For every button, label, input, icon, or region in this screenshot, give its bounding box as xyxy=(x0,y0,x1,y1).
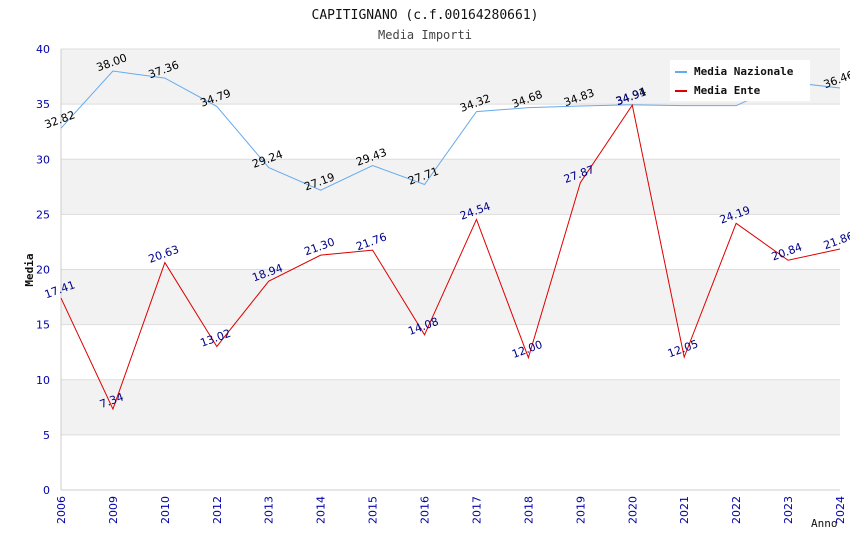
chart-title: CAPITIGNANO (c.f.00164280661) xyxy=(312,8,539,23)
x-tick-label: 2009 xyxy=(107,496,120,524)
x-tick-label: 2012 xyxy=(211,496,224,524)
x-tick-label: 2014 xyxy=(315,496,328,524)
series-line-media-nazionale xyxy=(60,70,841,191)
x-tick-label: 2020 xyxy=(626,496,639,524)
y-axis-ticks: 0 5 10 15 20 25 30 35 40 xyxy=(36,43,50,497)
x-tick-label: 2018 xyxy=(522,496,535,524)
x-tick-label: 2023 xyxy=(782,496,795,524)
grid-band xyxy=(61,379,840,435)
y-tick-label: 40 xyxy=(36,43,50,56)
legend-label-media-ente: Media Ente xyxy=(694,84,761,97)
grid-band xyxy=(61,269,840,325)
y-tick-label: 35 xyxy=(36,98,50,111)
y-tick-label: 25 xyxy=(36,208,50,221)
grid-bands xyxy=(60,48,840,491)
x-axis-label: Anno xyxy=(811,517,838,530)
y-tick-label: 30 xyxy=(36,153,50,166)
x-tick-label: 2019 xyxy=(574,496,587,524)
x-axis-ticks: 2006 2009 2010 2012 2013 2014 2015 2016 2017 2018… xyxy=(55,496,847,524)
legend: Media Nazionale Media Ente xyxy=(670,60,810,101)
grid-band xyxy=(61,214,840,270)
grid-band xyxy=(61,159,840,215)
x-tick-label: 2013 xyxy=(263,496,276,524)
x-tick-label: 2006 xyxy=(55,496,68,524)
x-tick-label: 2015 xyxy=(367,496,380,524)
legend-label-media-nazionale: Media Nazionale xyxy=(694,65,794,78)
chart-subtitle: Media Importi xyxy=(378,28,472,42)
y-tick-label: 5 xyxy=(43,429,50,442)
x-tick-label: 2021 xyxy=(678,496,691,524)
x-tick-label: 2016 xyxy=(419,496,432,524)
series-lines xyxy=(60,70,841,411)
x-tick-label: 2024 xyxy=(834,496,847,524)
y-tick-label: 20 xyxy=(36,264,50,277)
y-tick-label: 15 xyxy=(36,319,50,332)
grid-band xyxy=(61,324,840,380)
x-tick-label: 2022 xyxy=(730,496,743,524)
legend-box xyxy=(670,60,810,101)
grid-band xyxy=(61,104,840,160)
series-line-media-ente xyxy=(60,103,841,411)
grid-band xyxy=(61,434,840,490)
y-axis-label: Media xyxy=(23,253,36,286)
y-tick-label: 0 xyxy=(43,484,50,497)
x-tick-label: 2010 xyxy=(159,496,172,524)
x-tick-label: 2017 xyxy=(470,496,483,524)
y-tick-label: 10 xyxy=(36,374,50,387)
